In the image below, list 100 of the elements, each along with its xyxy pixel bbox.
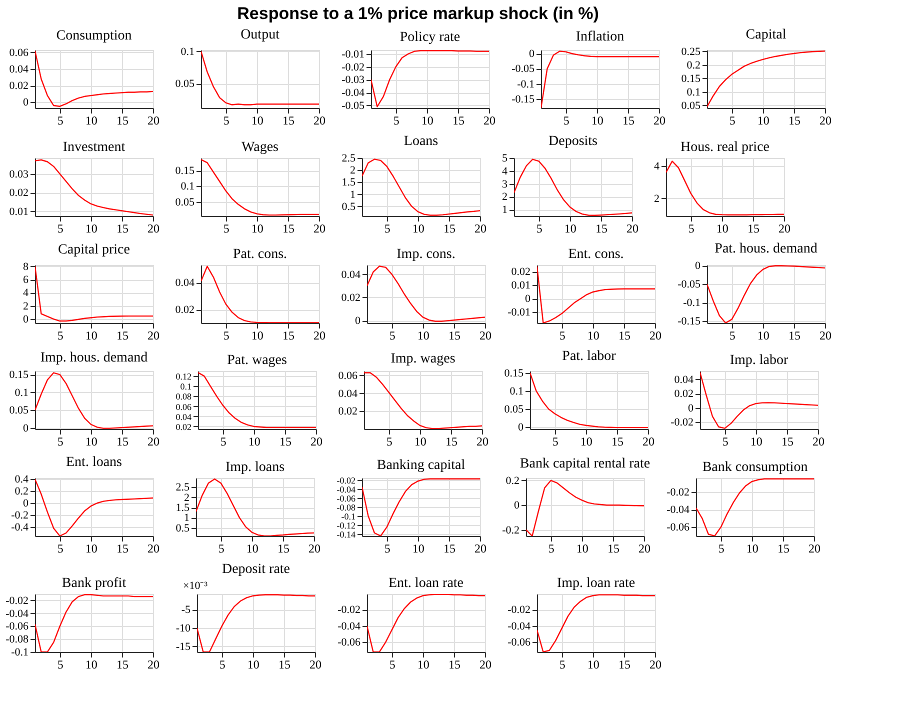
x-tick-label: 20 [474, 542, 486, 556]
y-tick-label: 2.5 [342, 152, 356, 164]
x-tick-label: 5 [223, 222, 230, 236]
chart-title: Pat. hous. demand [714, 242, 818, 257]
x-tick-label: 20 [654, 114, 666, 128]
y-tick-label: 2 [350, 164, 356, 177]
y-tick-label: 0 [518, 422, 524, 434]
y-tick-label: 0.05 [504, 404, 524, 416]
x-tick-label: 15 [452, 114, 464, 128]
y-tick-label: -0.05 [512, 63, 535, 76]
y-tick-label: 1.5 [342, 176, 356, 189]
y-tick-label: 0.4 [14, 474, 29, 486]
x-tick-label: 20 [148, 542, 160, 556]
y-tick-label: 0 [688, 402, 694, 414]
x-tick-label: 15 [116, 114, 128, 128]
y-tick-label: -0.06 [508, 636, 531, 649]
y-tick-label: 0.1 [14, 386, 28, 399]
y-tick-label: 2 [184, 492, 190, 504]
x-tick-label: 20 [484, 114, 496, 128]
x-tick-label: 20 [820, 328, 832, 342]
x-tick-label: 20 [626, 222, 638, 236]
x-tick-label: 5 [386, 434, 392, 448]
y-tick-label: 0.01 [9, 206, 28, 218]
x-tick-label: 10 [246, 542, 258, 556]
y-tick-label: -15 [176, 640, 191, 653]
y-tick-label: -0.02 [666, 486, 690, 499]
y-tick-label: -0.01 [342, 48, 364, 60]
chart-title: Wages [242, 140, 278, 155]
y-tick-label: 0.2 [686, 59, 700, 72]
x-tick-label: 5 [57, 542, 64, 556]
x-tick-label: 15 [618, 658, 630, 672]
y-tick-label: 3 [502, 178, 508, 190]
y-tick-label: 0.02 [175, 304, 194, 316]
y-tick-label: 2 [23, 300, 28, 312]
chart-title: Ent. loan rate [388, 576, 464, 591]
x-tick-label: 5 [384, 222, 390, 236]
y-tick-label: -0.1 [11, 646, 28, 658]
x-tick-label: 10 [757, 114, 770, 128]
x-tick-label: 15 [448, 658, 460, 672]
x-tick-label: 15 [788, 328, 800, 342]
y-tick-label: 0 [695, 260, 701, 272]
y-tick-label: 0.5 [342, 200, 356, 213]
x-tick-label: 5 [718, 542, 724, 556]
y-tick-label: 0.04 [341, 268, 361, 281]
y-tick-label: -0.4 [11, 522, 29, 534]
x-tick-label: 10 [587, 328, 600, 342]
x-tick-label: 10 [85, 658, 98, 672]
x-tick-label: 20 [148, 658, 160, 672]
y-tick-label: -0.02 [6, 594, 28, 607]
x-tick-label: 20 [314, 328, 326, 342]
x-tick-label: 15 [443, 222, 456, 236]
x-tick-label: 10 [85, 434, 98, 448]
y-tick-label: 0.15 [9, 369, 29, 382]
x-tick-label: 15 [618, 328, 630, 342]
x-tick-label: 15 [116, 328, 128, 342]
chart-title: Policy rate [400, 30, 460, 45]
y-tick-label: -0.06 [338, 636, 361, 649]
x-tick-label: 10 [417, 658, 430, 672]
x-tick-label: 15 [282, 328, 294, 342]
y-tick-label: -0.04 [6, 608, 29, 620]
y-tick-label: 0.15 [504, 367, 524, 380]
y-tick-label: 0.02 [341, 292, 360, 304]
y-tick-label: -0.1 [683, 297, 700, 310]
x-tick-label: 15 [622, 114, 634, 128]
chart-title: Capital price [58, 242, 130, 258]
chart-title: Investment [62, 140, 126, 155]
y-tick-label: 1 [502, 204, 508, 216]
y-tick-label: -0.06 [336, 494, 356, 504]
chart-title: Imp. cons. [396, 247, 456, 262]
y-tick-label: -0.02 [670, 416, 694, 428]
x-tick-label: 10 [85, 542, 98, 556]
y-tick-label: 0.05 [175, 196, 195, 208]
x-tick-label: 20 [148, 222, 160, 236]
x-tick-label: 15 [747, 222, 760, 236]
x-tick-label: 15 [116, 434, 128, 448]
chart-title: Imp. hous. demand [40, 350, 148, 366]
x-tick-label: 5 [389, 658, 396, 672]
x-tick-label: 5 [393, 114, 400, 128]
x-tick-label: 5 [223, 114, 230, 128]
x-tick-label: 20 [480, 328, 492, 342]
x-tick-label: 10 [587, 658, 600, 672]
x-tick-label: 5 [389, 328, 396, 342]
y-tick-label: -0.04 [338, 620, 361, 632]
y-tick-label: 0.04 [176, 412, 192, 422]
chart-title: Consumption [56, 28, 132, 44]
x-tick-label: 10 [412, 542, 424, 556]
y-tick-label: 0.06 [176, 402, 192, 412]
x-tick-label: 15 [445, 434, 458, 448]
y-tick-label: 0.05 [9, 404, 29, 417]
x-tick-label: 5 [223, 328, 230, 342]
y-tick-label: -0.02 [338, 604, 360, 616]
x-tick-label: 15 [595, 222, 608, 236]
y-tick-label: 0 [23, 96, 29, 109]
x-tick-label: 10 [251, 222, 264, 236]
x-tick-label: 10 [757, 328, 770, 342]
y-tick-label: 0.02 [674, 388, 694, 400]
x-tick-label: 5 [57, 658, 64, 672]
chart-title: Imp. loans [225, 460, 285, 475]
x-tick-label: 10 [746, 542, 758, 556]
x-tick-label: 15 [282, 114, 294, 128]
